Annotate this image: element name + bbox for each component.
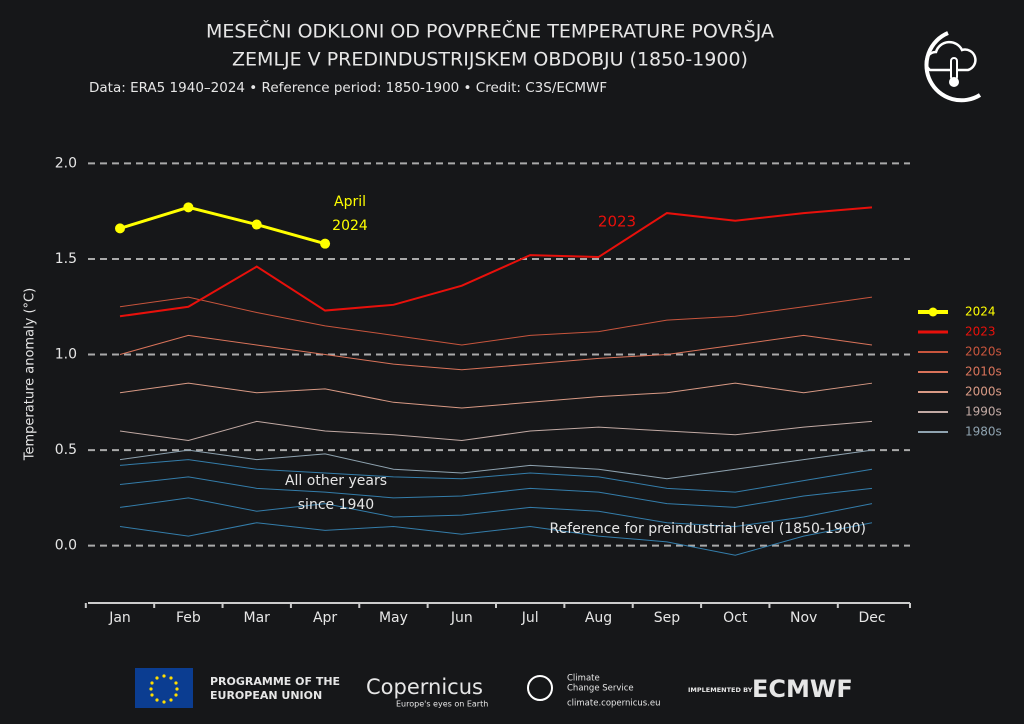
- x-tick-label: Jan: [108, 610, 131, 626]
- logo: [924, 31, 982, 103]
- legend-label: 2000s: [965, 385, 1002, 399]
- annotation: 2024: [332, 218, 368, 234]
- annotation: April: [334, 194, 366, 210]
- legend-label: 2023: [965, 325, 996, 339]
- ecmwf-logo: ECMWF: [752, 675, 853, 703]
- series-marker: [320, 238, 331, 249]
- annotation: All other years: [285, 473, 387, 489]
- eu-text: EUROPEAN UNION: [210, 689, 322, 702]
- x-tick-label: Oct: [723, 610, 748, 626]
- x-tick-label: Jun: [450, 610, 473, 626]
- x-tick-label: Nov: [790, 610, 817, 626]
- x-tick-label: Apr: [313, 610, 337, 626]
- y-tick-label: 2.0: [55, 155, 77, 171]
- x-tick-label: Sep: [654, 610, 681, 626]
- y-tick-label: 1.5: [55, 251, 77, 267]
- legend-marker: [928, 307, 938, 317]
- series-line: [119, 206, 873, 318]
- series-marker: [115, 223, 125, 234]
- series-line: [119, 420, 873, 442]
- c3s-text: Climate: [567, 674, 600, 684]
- legend-label: 2010s: [965, 365, 1002, 379]
- series-marker: [251, 219, 262, 230]
- copernicus-logo: Copernicus: [366, 675, 483, 699]
- other-year-line: [119, 476, 873, 508]
- y-tick-label: 0.0: [55, 538, 77, 554]
- eu-text: PROGRAMME OF THE: [210, 675, 340, 688]
- x-tick-label: Jul: [521, 610, 539, 626]
- annotation: Reference for preindustrial level (1850-…: [550, 521, 866, 537]
- subtitle: Data: ERA5 1940–2024 • Reference period:…: [89, 80, 607, 96]
- x-tick-label: Dec: [858, 610, 885, 626]
- series-line: [119, 205, 326, 246]
- y-tick-label: 0.5: [55, 442, 77, 458]
- y-axis-label: Temperature anomaly (°C): [23, 288, 38, 461]
- x-tick-label: Mar: [244, 610, 271, 626]
- x-tick-label: May: [379, 610, 408, 626]
- other-year-line: [119, 522, 873, 556]
- other-year-line: [119, 497, 873, 528]
- series-line: [119, 296, 873, 346]
- legend-label: 1980s: [965, 425, 1002, 439]
- series-line: [119, 382, 873, 409]
- legend-label: 1990s: [965, 405, 1002, 419]
- series-line: [119, 449, 873, 480]
- annotation: 2023: [598, 213, 636, 231]
- series-line: [119, 334, 873, 371]
- chart-title: MESEČNI ODKLONI OD POVPREČNE TEMPERATURE…: [206, 19, 774, 43]
- implemented-by: IMPLEMENTED BY: [688, 686, 753, 694]
- chart-title: ZEMLJE V PREDINDUSTRIJSKEM OBDOBJU (1850…: [232, 49, 748, 71]
- x-tick-label: Feb: [176, 610, 201, 626]
- c3s-text: Change Service: [567, 684, 634, 694]
- series-marker: [183, 202, 194, 213]
- annotation: since 1940: [298, 497, 374, 513]
- other-year-line: [119, 459, 873, 493]
- legend-label: 2020s: [965, 345, 1002, 359]
- legend-label: 2024: [965, 305, 996, 319]
- c3s-url: climate.copernicus.eu: [567, 699, 661, 709]
- x-tick-label: Aug: [585, 610, 612, 626]
- footer: PROGRAMME OF THE EUROPEAN UNION Copernic…: [135, 668, 853, 709]
- y-tick-label: 1.0: [55, 347, 77, 363]
- copernicus-tagline: Europe's eyes on Earth: [396, 700, 488, 709]
